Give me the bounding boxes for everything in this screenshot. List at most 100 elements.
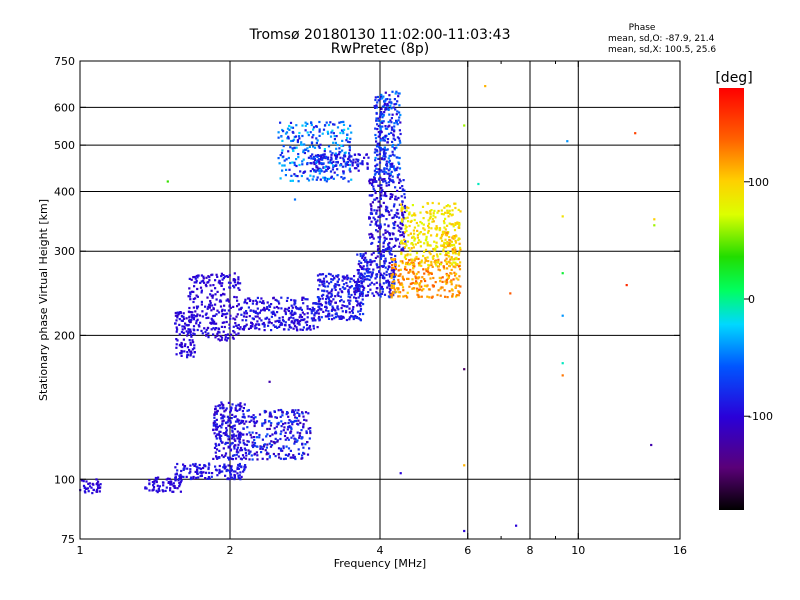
data-point [296, 422, 299, 425]
data-point [237, 455, 240, 458]
data-point [307, 150, 310, 153]
data-point [188, 287, 191, 290]
data-point [371, 183, 374, 186]
data-point [374, 256, 377, 260]
data-point [401, 185, 404, 188]
data-point [235, 333, 238, 336]
data-point [294, 438, 297, 441]
data-point [229, 281, 232, 284]
data-point [392, 232, 395, 236]
data-point [290, 430, 293, 433]
data-point [204, 283, 207, 286]
data-point [183, 344, 186, 348]
data-point [392, 106, 395, 109]
data-point [399, 472, 402, 475]
data-point [296, 320, 299, 323]
data-point [345, 139, 348, 142]
data-point [430, 272, 433, 275]
data-point [340, 315, 343, 318]
data-point [282, 320, 285, 323]
data-point [424, 268, 428, 271]
data-point [436, 293, 439, 297]
data-point [239, 407, 242, 410]
data-point [215, 448, 219, 451]
data-point [243, 447, 246, 450]
data-point [207, 305, 210, 308]
data-point [267, 452, 270, 455]
data-point [224, 465, 227, 468]
data-point [327, 317, 331, 320]
data-point [370, 182, 373, 185]
data-point [318, 134, 321, 137]
data-point [388, 246, 391, 249]
data-point [229, 314, 232, 317]
data-point [387, 225, 390, 228]
data-point [277, 453, 280, 456]
data-point [454, 252, 457, 255]
data-point [222, 455, 225, 459]
data-point [326, 178, 329, 181]
data-point [215, 322, 218, 325]
data-point [320, 162, 323, 165]
data-point [199, 471, 202, 474]
data-point [218, 449, 221, 452]
data-point [92, 488, 95, 492]
data-point [219, 440, 223, 443]
data-point [316, 139, 319, 142]
data-point [287, 328, 290, 331]
data-point [431, 265, 434, 268]
data-point [318, 169, 321, 172]
data-point [221, 314, 224, 317]
data-point [398, 167, 402, 170]
data-point [419, 288, 422, 291]
data-point [277, 136, 280, 139]
data-point [329, 160, 332, 163]
data-point [270, 440, 273, 443]
data-point [306, 320, 309, 323]
data-point [458, 291, 461, 295]
data-point [176, 469, 179, 472]
data-point [180, 315, 183, 318]
data-point [390, 286, 393, 289]
data-point [319, 156, 323, 159]
data-point [625, 284, 628, 287]
data-point [403, 231, 407, 234]
data-point [380, 292, 384, 295]
data-point [166, 477, 170, 480]
data-point [199, 286, 203, 289]
data-point [412, 246, 415, 249]
data-point [388, 281, 391, 284]
stats-x-mode: mean, sd,X: 100.5, 25.6 [608, 45, 716, 55]
data-point [231, 426, 234, 429]
data-point [291, 179, 294, 182]
data-point [375, 112, 378, 115]
data-point [224, 442, 227, 446]
data-point [453, 229, 457, 232]
data-point [315, 125, 318, 128]
data-point [279, 323, 282, 327]
data-point [209, 284, 212, 287]
data-point [431, 295, 434, 298]
data-point [374, 223, 377, 226]
data-point [304, 321, 307, 324]
data-point [292, 313, 295, 317]
data-point [390, 283, 393, 287]
chart-title: Tromsø 20180130 11:02:00-11:03:43 [249, 27, 511, 43]
data-point [155, 478, 158, 481]
data-point [219, 413, 223, 416]
data-point [319, 302, 322, 305]
data-point [323, 166, 326, 169]
data-point [221, 441, 224, 444]
data-point [413, 232, 416, 235]
data-point [189, 293, 192, 296]
data-point [303, 313, 306, 316]
data-point [368, 194, 371, 197]
data-point [258, 436, 261, 439]
data-point [285, 158, 288, 161]
data-point [348, 169, 351, 172]
data-point [222, 466, 225, 469]
data-point [432, 220, 435, 223]
data-point [634, 132, 637, 135]
data-point [330, 292, 333, 296]
data-point [292, 434, 295, 437]
